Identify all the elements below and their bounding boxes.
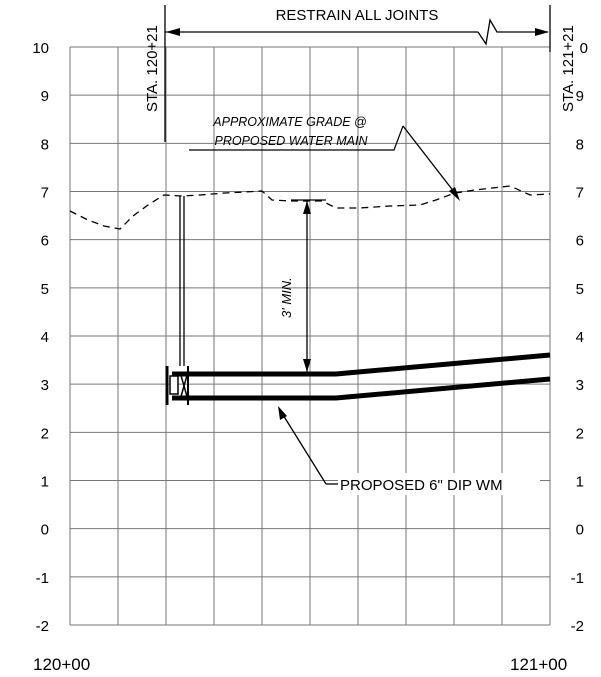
right-tick-label: 4 — [576, 329, 584, 346]
station-label-left: 120+00 — [33, 655, 90, 674]
left-tick-label: -2 — [36, 618, 49, 635]
right-tick-label: 9 — [576, 88, 584, 105]
right-tick-label: 0 — [580, 40, 588, 57]
station-label-right: 121+00 — [510, 655, 567, 674]
pipe-end-fitting — [165, 366, 189, 405]
grade-label-line1: APPROXIMATE GRADE @ — [212, 115, 366, 129]
grade-line — [69, 185, 551, 230]
station-left-label: STA. 120+21 — [144, 25, 161, 112]
left-tick-label: 3 — [41, 377, 49, 394]
proposed-pipe — [172, 352, 551, 401]
left-tick-label: 8 — [41, 136, 49, 153]
right-axis-ticks: 0 9 8 7 6 5 4 3 2 1 0 -1 -2 — [571, 40, 588, 635]
pipe-label: PROPOSED 6" DIP WM — [340, 477, 503, 494]
left-tick-label: -1 — [36, 570, 49, 587]
right-tick-label: -2 — [571, 618, 584, 635]
grade-label-line2: PROPOSED WATER MAIN — [214, 134, 368, 148]
grid — [69, 46, 551, 626]
right-tick-label: 5 — [576, 281, 584, 298]
pipe-leader — [278, 406, 338, 485]
left-tick-label: 1 — [41, 474, 49, 491]
left-tick-label: 10 — [32, 40, 49, 57]
restrain-dimension: RESTRAIN ALL JOINTS — [164, 5, 551, 142]
right-tick-label: 3 — [576, 377, 584, 394]
left-tick-label: 0 — [41, 522, 49, 539]
cover-dimension — [291, 199, 326, 373]
left-tick-label: 5 — [41, 281, 49, 298]
left-tick-label: 6 — [41, 233, 49, 250]
right-tick-label: 0 — [576, 522, 584, 539]
cover-label: 3' MIN. — [279, 277, 294, 318]
right-tick-label: 2 — [576, 425, 584, 442]
pipe-label-bg — [338, 473, 540, 495]
station-right-label: STA. 121+21 — [560, 25, 577, 112]
right-tick-label: 6 — [576, 233, 584, 250]
restrain-label: RESTRAIN ALL JOINTS — [276, 7, 439, 24]
grade-leader — [189, 125, 460, 201]
right-tick-label: 8 — [576, 136, 584, 153]
left-tick-label: 2 — [41, 425, 49, 442]
left-tick-label: 9 — [41, 88, 49, 105]
left-tick-label: 4 — [41, 329, 49, 346]
right-tick-label: 1 — [576, 474, 584, 491]
right-tick-label: -1 — [571, 570, 584, 587]
right-tick-label: 7 — [576, 185, 584, 202]
left-tick-label: 7 — [41, 185, 49, 202]
riser — [179, 196, 185, 366]
